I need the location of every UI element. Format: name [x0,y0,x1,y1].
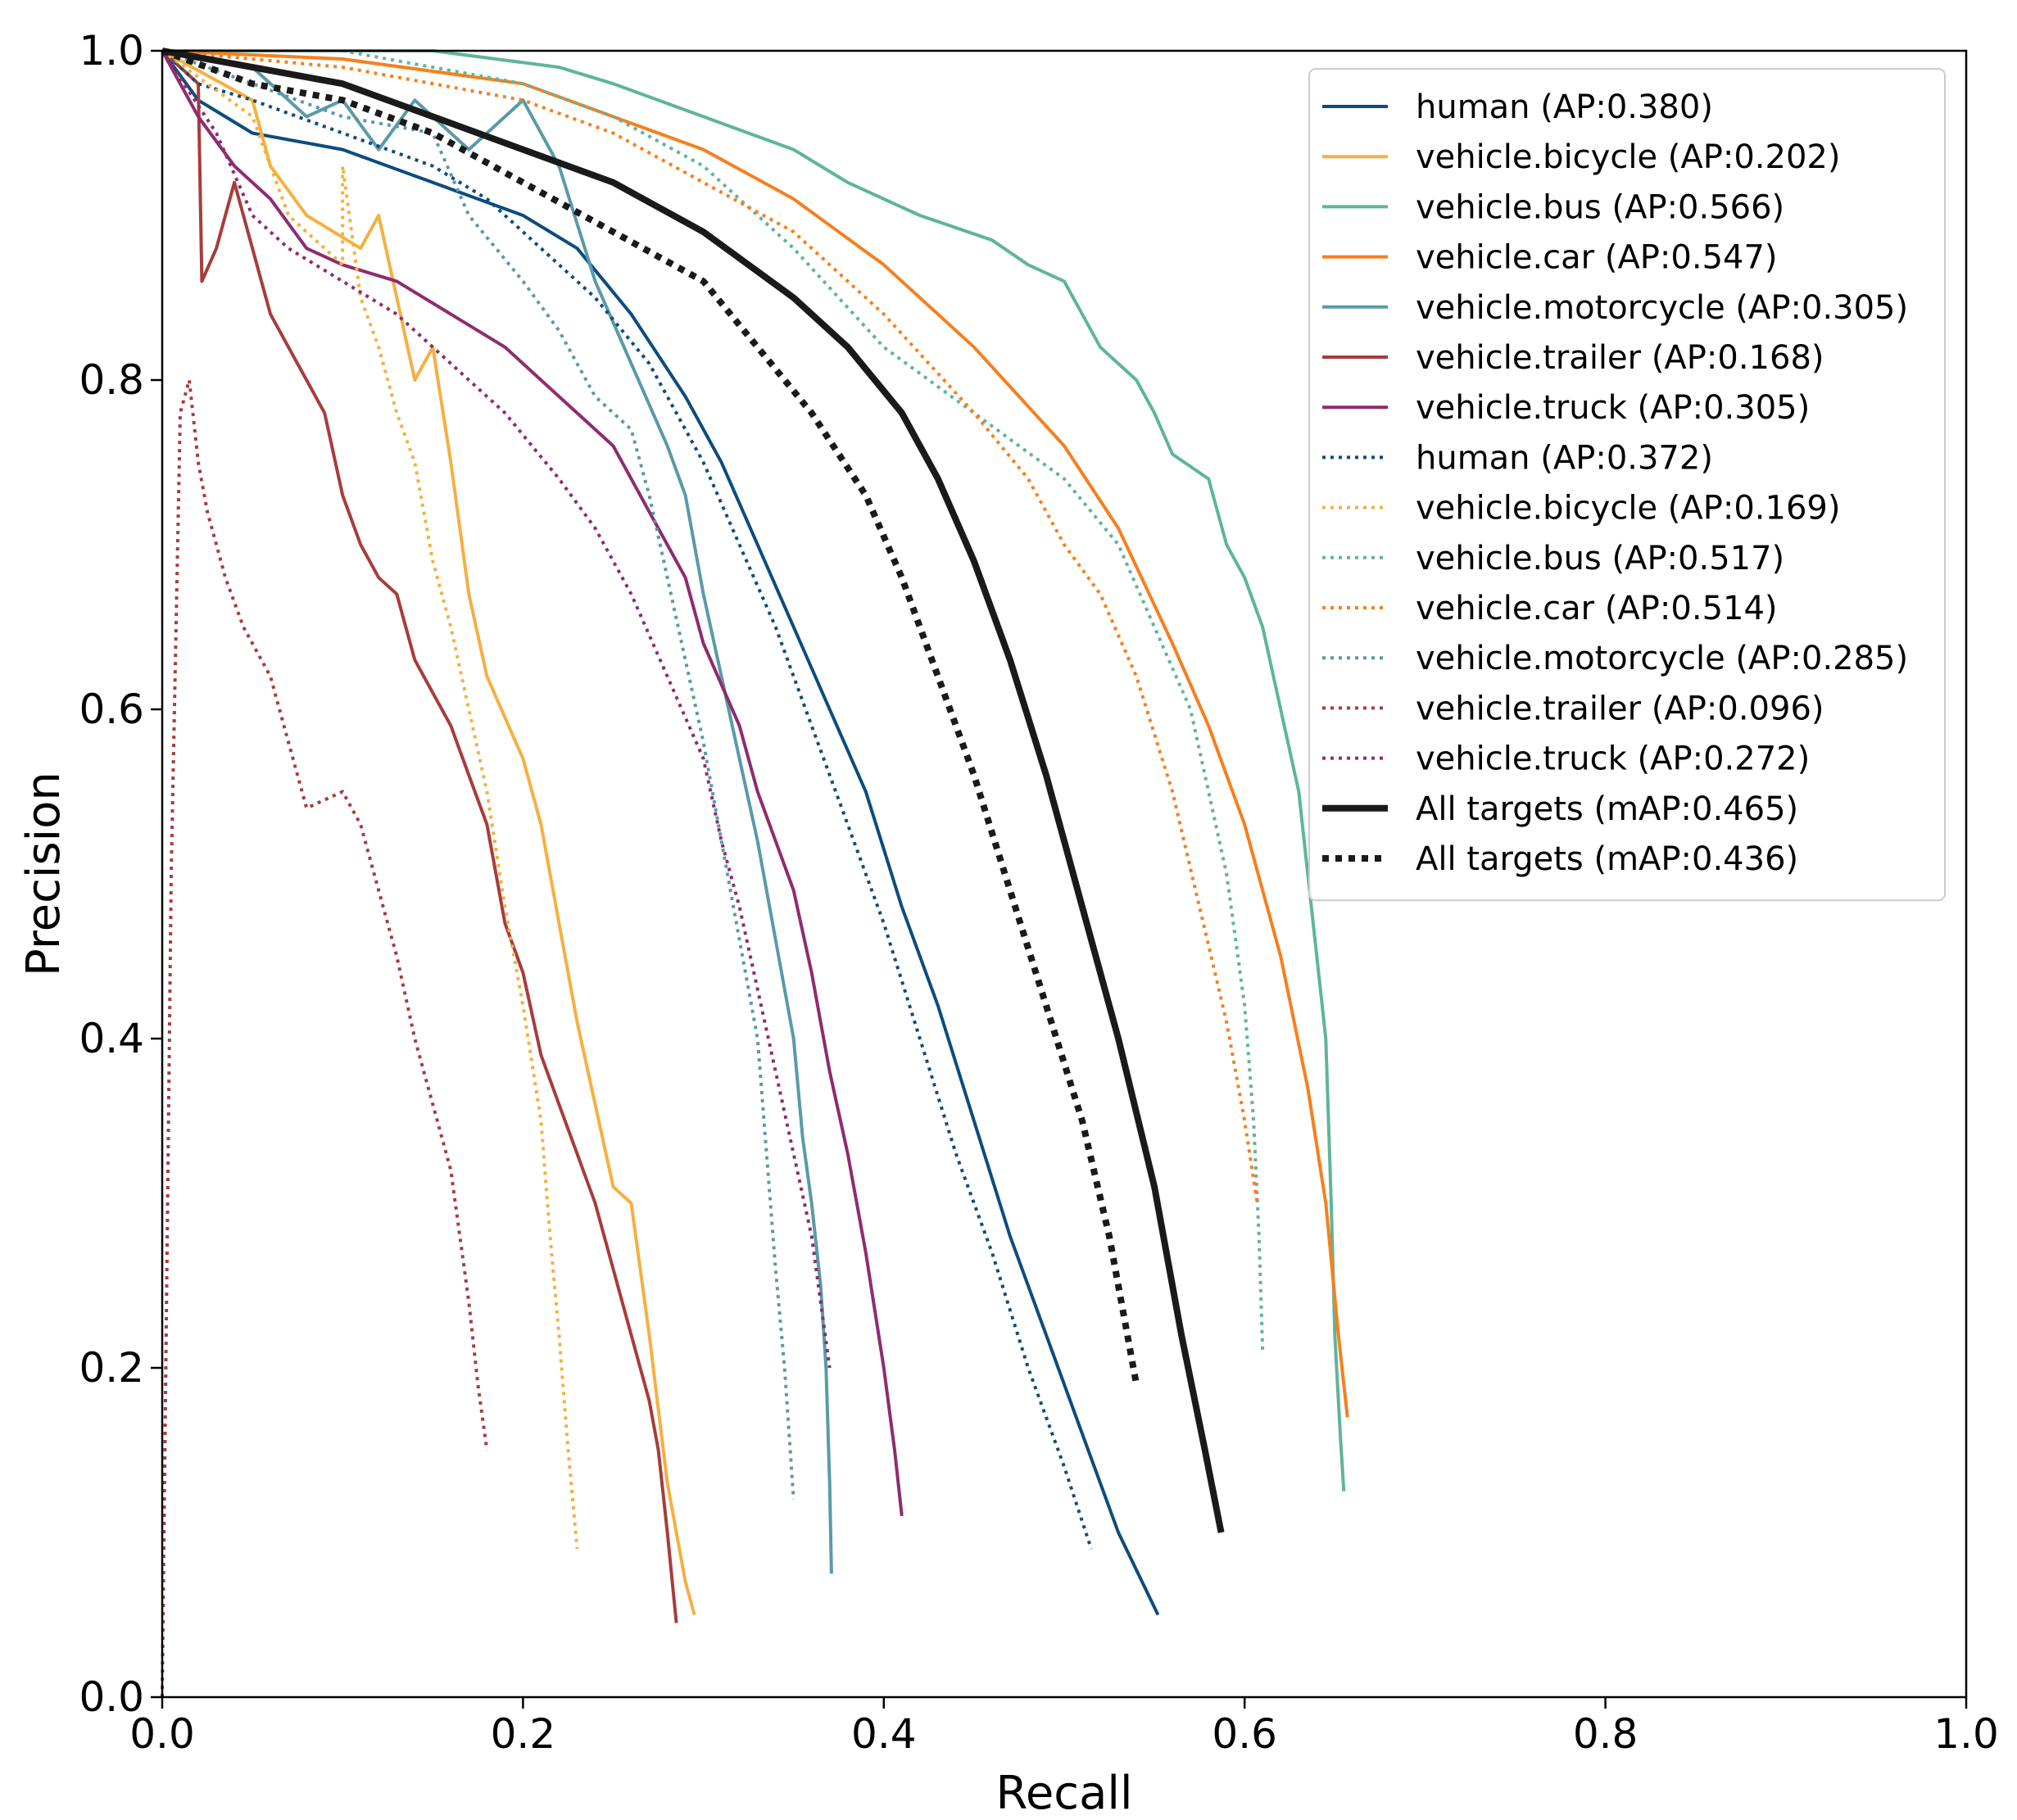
x-tick-label: 0.2 [491,1710,556,1758]
series-line-2 [162,49,1346,1492]
series-line-7 [161,49,1093,1550]
y-tick-label: 0.8 [79,356,144,404]
legend-label: vehicle.trailer (AP:0.168) [1416,339,1824,377]
legend-label: vehicle.truck (AP:0.305) [1416,389,1810,427]
legend-label: vehicle.bus (AP:0.517) [1416,540,1784,577]
legend-label: All targets (mAP:0.436) [1416,840,1798,878]
legend-label: vehicle.motorcycle (AP:0.305) [1416,289,1908,327]
series-line-15 [161,48,1140,1385]
y-axis-label: Precision [17,772,70,976]
y-tick-label: 0.0 [79,1673,144,1721]
x-tick-label: 0.6 [1212,1710,1277,1758]
series-line-6 [161,50,904,1517]
series-line-0 [161,49,1160,1616]
legend-label: vehicle.bicycle (AP:0.202) [1416,138,1840,176]
x-tick-label: 0.8 [1573,1710,1639,1758]
legend-box [1308,68,1946,902]
y-tick-label: 1.0 [79,27,144,75]
legend-label: vehicle.trailer (AP:0.096) [1416,690,1824,727]
legend-label: All targets (mAP:0.465) [1416,790,1798,828]
y-tick-label: 0.6 [79,686,144,733]
legend: human (AP:0.380) vehicle.bicycle (AP:0.20… [1308,68,1946,902]
legend-label: human (AP:0.372) [1416,439,1713,477]
legend-label: vehicle.motorcycle (AP:0.285) [1416,640,1908,677]
series-line-1 [161,49,696,1616]
legend-label: vehicle.car (AP:0.547) [1416,239,1778,277]
legend-label: vehicle.truck (AP:0.272) [1416,740,1810,778]
series-line-10 [161,49,1259,1204]
series-line-8 [161,49,579,1550]
series-line-9 [162,49,1265,1351]
legend-label: vehicle.bicycle (AP:0.169) [1416,490,1840,527]
x-axis-label: Recall [995,1767,1132,1820]
series-line-13 [161,49,832,1369]
legend-label: human (AP:0.380) [1416,88,1713,126]
plot-frame [161,49,1968,1699]
x-tick-label: 0.4 [851,1710,917,1758]
axes-layer: 0.0 0.2 0.4 0.6 0.8 1.0 0.0 0.2 0.4 0.6 0.8 1.0 [79,27,1998,1758]
series-line-5 [161,49,678,1623]
y-tick-label: 0.2 [79,1344,144,1392]
series-line-14 [161,48,1225,1533]
x-tick-label: 1.0 [1933,1710,1999,1758]
y-tick-label: 0.4 [79,1015,144,1062]
series-line-12 [161,378,489,1698]
x-tick-label: 0.0 [129,1710,195,1758]
series-line-11 [161,49,795,1500]
series-layer [161,48,1349,1698]
legend-label: vehicle.bus (AP:0.566) [1416,188,1784,226]
series-line-4 [161,49,833,1574]
legend-label: vehicle.car (AP:0.514) [1416,590,1778,627]
